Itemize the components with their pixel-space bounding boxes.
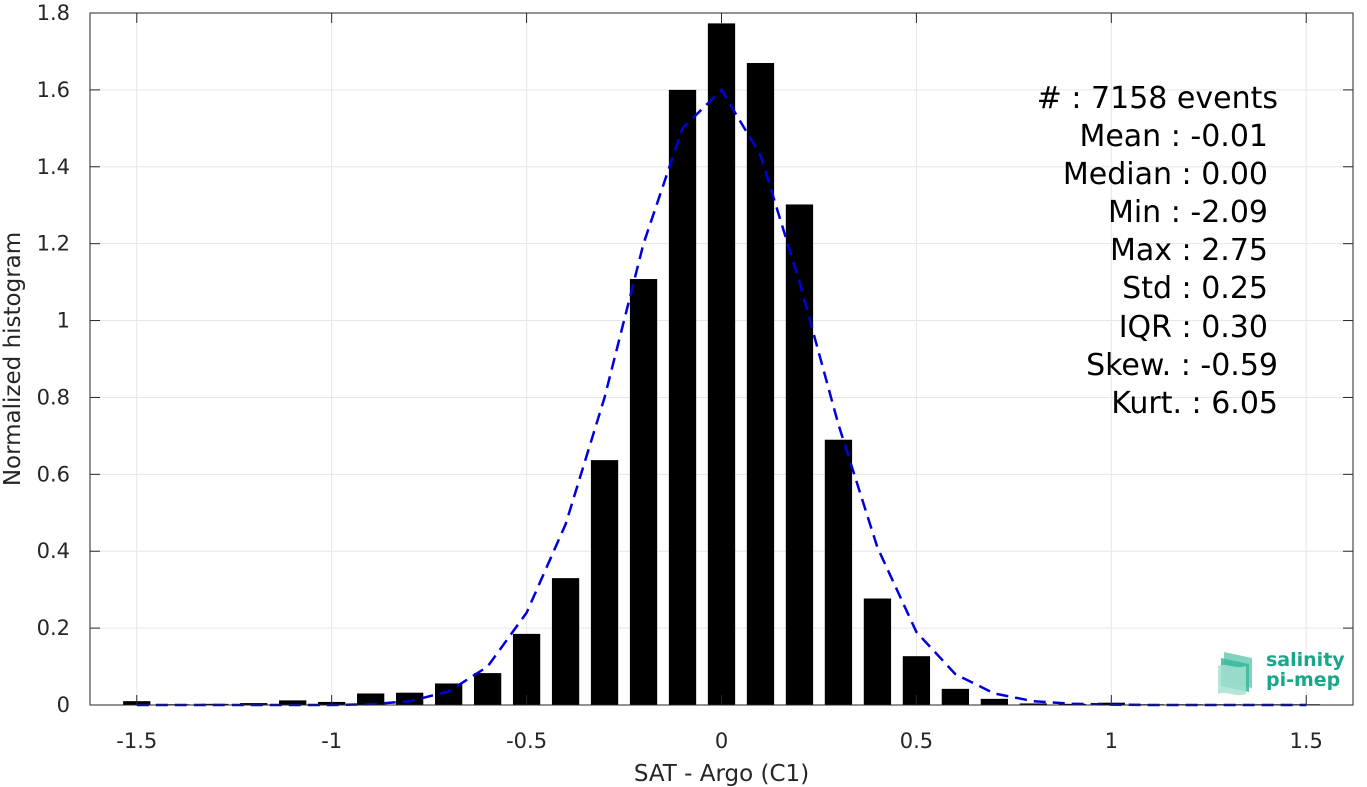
wave-layers-icon bbox=[1218, 652, 1252, 696]
histogram-bar bbox=[746, 62, 775, 705]
x-tick-label: 1.5 bbox=[1290, 729, 1323, 753]
histogram-bar bbox=[473, 673, 502, 705]
y-tick-label: 0.6 bbox=[37, 462, 70, 486]
statistics-annotation: # : 7158 events Mean : -0.01 Median : 0.… bbox=[1037, 81, 1278, 421]
x-axis-title: SAT - Argo (C1) bbox=[634, 761, 809, 787]
salinity-pi-mep-logo: salinity pi-mep bbox=[1218, 649, 1345, 696]
histogram-bar bbox=[629, 279, 658, 705]
histogram-bar bbox=[863, 598, 892, 705]
logo-text-pi-mep: pi-mep bbox=[1266, 669, 1340, 691]
axis-ticks bbox=[90, 12, 1353, 706]
histogram-bar bbox=[512, 633, 541, 705]
x-tick-label: 0.5 bbox=[900, 729, 933, 753]
y-tick-label: 0.4 bbox=[37, 539, 70, 563]
y-tick-label: 1 bbox=[57, 309, 70, 333]
stat-events: # : 7158 events bbox=[1037, 81, 1278, 116]
histogram-bar bbox=[590, 460, 619, 705]
y-tick-label: 1.6 bbox=[37, 78, 70, 102]
y-tick-label: 1.2 bbox=[37, 232, 70, 256]
histogram-bar bbox=[941, 688, 970, 705]
stat-std: Std : 0.25 bbox=[1122, 271, 1268, 306]
x-tick-label: -0.5 bbox=[506, 729, 547, 753]
histogram-bars bbox=[123, 23, 1320, 705]
histogram-bar bbox=[980, 698, 1009, 705]
y-tick-label: 1.4 bbox=[37, 155, 70, 179]
histogram-bar bbox=[785, 204, 814, 705]
histogram-bar bbox=[279, 700, 307, 705]
x-axis-tick-labels: -1.5 -1 -0.5 0 0.5 1 1.5 bbox=[116, 729, 1323, 753]
histogram-bar bbox=[707, 23, 736, 705]
stat-iqr: IQR : 0.30 bbox=[1119, 310, 1268, 345]
stat-min: Min : -2.09 bbox=[1108, 195, 1268, 230]
x-tick-label: -1 bbox=[321, 729, 342, 753]
y-tick-label: 0 bbox=[57, 693, 70, 717]
stat-skewness: Skew. : -0.59 bbox=[1086, 348, 1278, 383]
y-tick-label: 0.2 bbox=[37, 616, 70, 640]
y-axis-title: Normalized histogram bbox=[0, 232, 26, 486]
stat-max: Max : 2.75 bbox=[1110, 233, 1268, 268]
y-tick-label: 1.8 bbox=[37, 1, 70, 25]
histogram-bar bbox=[824, 439, 853, 705]
histogram-bar bbox=[551, 578, 580, 705]
x-tick-label: 0 bbox=[715, 729, 728, 753]
stat-median: Median : 0.00 bbox=[1063, 157, 1268, 192]
stat-mean: Mean : -0.01 bbox=[1079, 119, 1268, 154]
histogram-bar bbox=[396, 692, 424, 705]
stat-kurtosis: Kurt. : 6.05 bbox=[1111, 386, 1278, 421]
y-axis-tick-labels: 0 0.2 0.4 0.6 0.8 1 1.2 1.4 1.6 1.8 bbox=[37, 1, 70, 717]
y-tick-label: 0.8 bbox=[37, 385, 70, 409]
histogram-bar bbox=[357, 693, 385, 705]
logo-text-salinity: salinity bbox=[1266, 649, 1345, 671]
histogram-bar bbox=[1019, 703, 1047, 705]
x-tick-label: 1 bbox=[1105, 729, 1118, 753]
histogram-bar bbox=[668, 89, 697, 705]
histogram-bar bbox=[434, 683, 463, 705]
x-tick-label: -1.5 bbox=[116, 729, 157, 753]
